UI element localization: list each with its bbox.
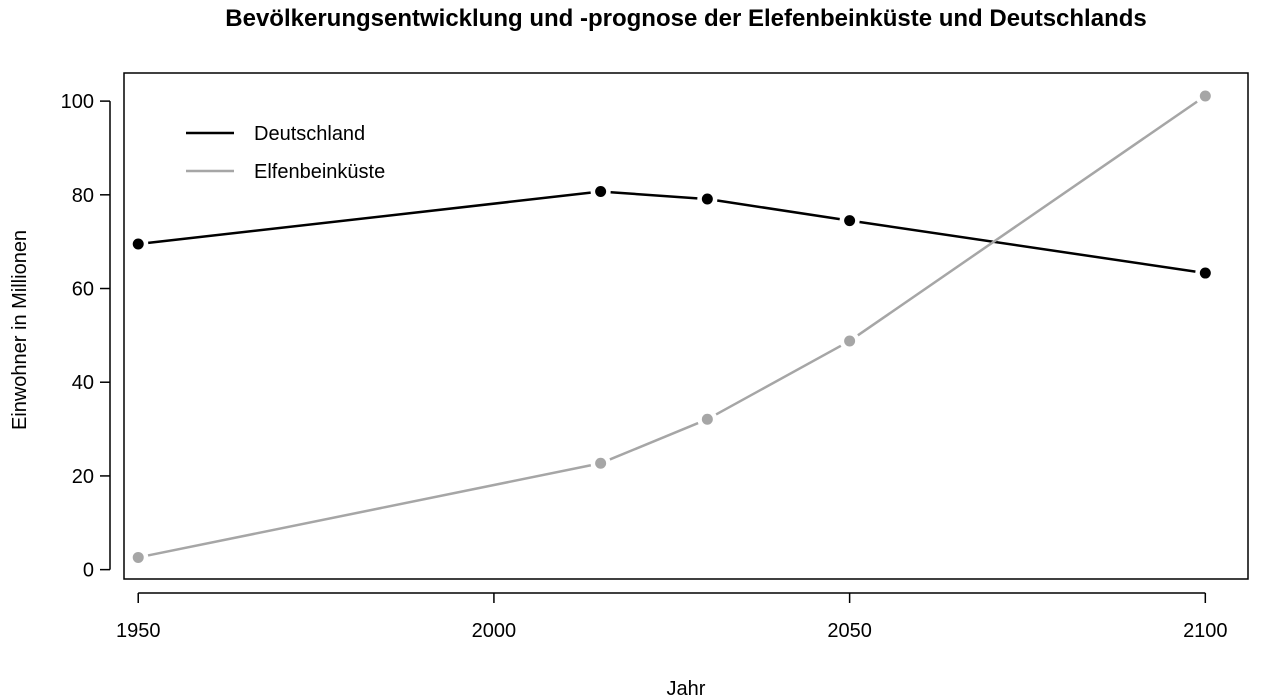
- series-line-segment: [147, 464, 592, 557]
- series-line-segment: [859, 220, 1196, 273]
- series-1: [132, 90, 1211, 563]
- data-point: [132, 551, 144, 563]
- data-point: [595, 457, 607, 469]
- data-point: [132, 238, 144, 250]
- data-point: [844, 215, 856, 227]
- chart-title: Bevölkerungsentwicklung und -prognose de…: [225, 5, 1146, 32]
- data-point: [1199, 90, 1211, 102]
- series-line-segment: [609, 421, 699, 461]
- series-line-segment: [717, 199, 840, 221]
- legend-label: Elfenbeinküste: [254, 161, 385, 183]
- data-point: [844, 335, 856, 347]
- y-tick-label: 0: [83, 560, 94, 582]
- series-line-segment: [857, 100, 1198, 337]
- data-point: [701, 413, 713, 425]
- y-axis: 0 20 40 60 80 100: [61, 91, 111, 582]
- y-tick-label: 60: [72, 279, 94, 301]
- series-layer: [132, 90, 1211, 563]
- legend: Deutschland Elfenbeinküste: [186, 123, 385, 183]
- series-line-segment: [610, 190, 698, 200]
- y-tick-label: 20: [72, 466, 94, 488]
- y-tick-label: 80: [72, 185, 94, 207]
- x-tick-label: 1950: [116, 620, 161, 642]
- data-point: [1199, 267, 1211, 279]
- x-tick-label: 2000: [472, 620, 517, 642]
- data-point: [701, 193, 713, 205]
- y-axis-label: Einwohner in Millionen: [9, 230, 31, 430]
- series-line-segment: [148, 191, 591, 245]
- y-tick-label: 40: [72, 372, 94, 394]
- x-axis: 1950 2000 2050 2100: [116, 592, 1228, 642]
- x-axis-label: Jahr: [667, 678, 706, 700]
- legend-label: Deutschland: [254, 123, 365, 145]
- y-tick-label: 100: [61, 91, 94, 113]
- plot-frame: [123, 72, 1249, 580]
- series-0: [132, 186, 1211, 279]
- series-line-segment: [715, 344, 842, 416]
- x-tick-label: 2100: [1183, 620, 1228, 642]
- data-point: [595, 186, 607, 198]
- x-tick-label: 2050: [827, 620, 872, 642]
